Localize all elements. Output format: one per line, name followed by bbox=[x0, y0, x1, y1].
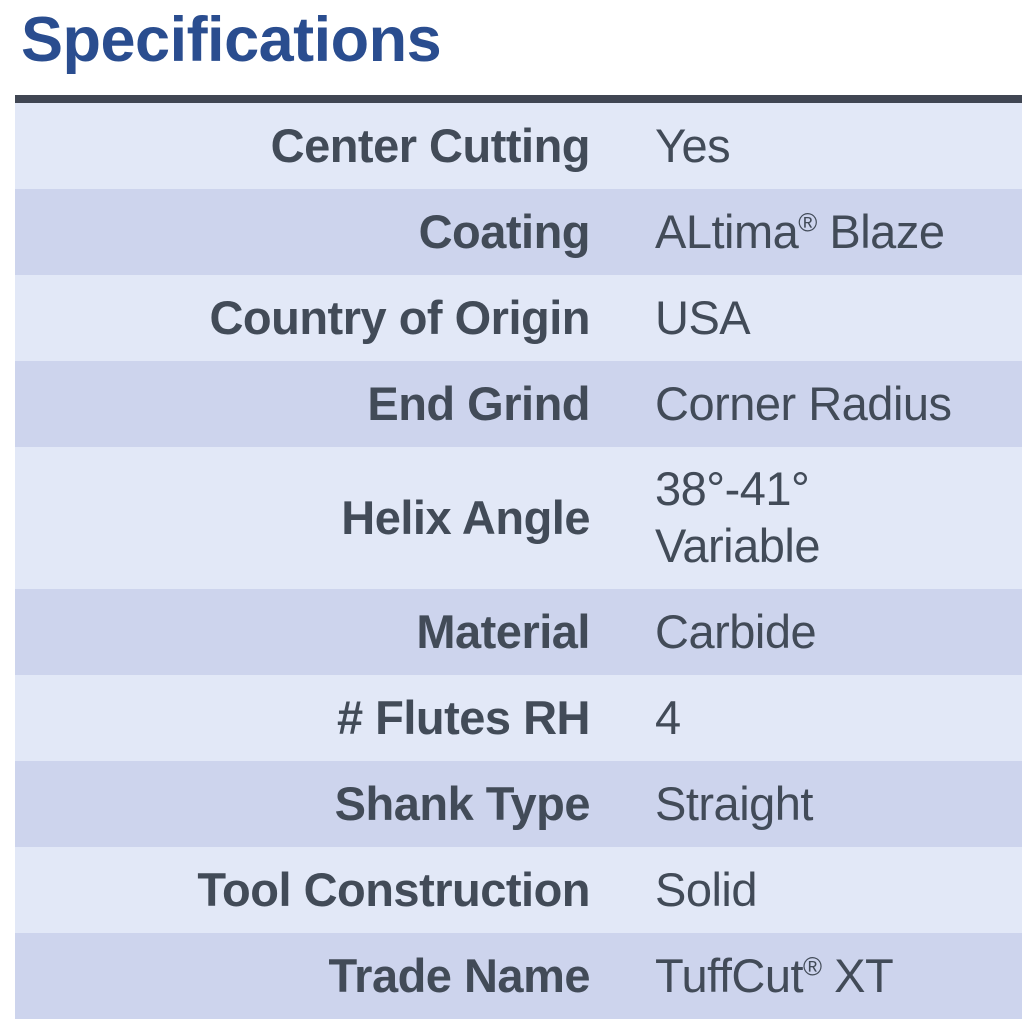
spec-value: Corner Radius bbox=[655, 376, 952, 430]
spec-row: Trade Name TuffCut® XT bbox=[15, 933, 1022, 1020]
spec-label: # Flutes RH bbox=[336, 690, 591, 744]
spec-value: 38°-41° Variable bbox=[655, 462, 820, 573]
spec-row: Shank Type Straight bbox=[15, 761, 1022, 848]
spec-value: Yes bbox=[655, 118, 731, 172]
spec-value: Carbide bbox=[655, 604, 817, 658]
spec-label: Coating bbox=[418, 204, 591, 258]
spec-label: End Grind bbox=[367, 376, 590, 430]
spec-row: # Flutes RH 4 bbox=[15, 675, 1022, 762]
spec-value: TuffCut® XT bbox=[655, 948, 894, 1002]
spec-value: ALtima® Blaze bbox=[655, 204, 945, 258]
spec-value: Solid bbox=[655, 862, 758, 916]
spec-value: USA bbox=[655, 290, 751, 344]
spec-row: Tool Construction Solid bbox=[15, 847, 1022, 934]
spec-label: Shank Type bbox=[334, 776, 591, 830]
spec-value: 4 bbox=[655, 690, 681, 744]
spec-row: Coating ALtima® Blaze bbox=[15, 189, 1022, 276]
spec-label: Material bbox=[416, 604, 590, 658]
title-divider bbox=[15, 95, 1022, 104]
spec-label: Tool Construction bbox=[197, 862, 590, 916]
spec-row: Helix Angle 38°-41° Variable bbox=[15, 447, 1022, 590]
page-title: Specifications bbox=[21, 5, 442, 75]
spec-row: End Grind Corner Radius bbox=[15, 361, 1022, 448]
spec-row: Country of Origin USA bbox=[15, 275, 1022, 362]
spec-value: Straight bbox=[655, 776, 813, 830]
spec-row: Material Carbide bbox=[15, 589, 1022, 676]
spec-label: Country of Origin bbox=[209, 290, 590, 344]
specifications-table: Center Cutting Yes Coating ALtima® Blaze… bbox=[15, 103, 1022, 1020]
spec-label: Helix Angle bbox=[341, 490, 590, 544]
spec-label: Trade Name bbox=[328, 948, 591, 1002]
specifications-section: Specifications Center Cutting Yes Coatin… bbox=[0, 5, 1024, 1021]
spec-label: Center Cutting bbox=[270, 118, 591, 172]
spec-row: Center Cutting Yes bbox=[15, 103, 1022, 190]
